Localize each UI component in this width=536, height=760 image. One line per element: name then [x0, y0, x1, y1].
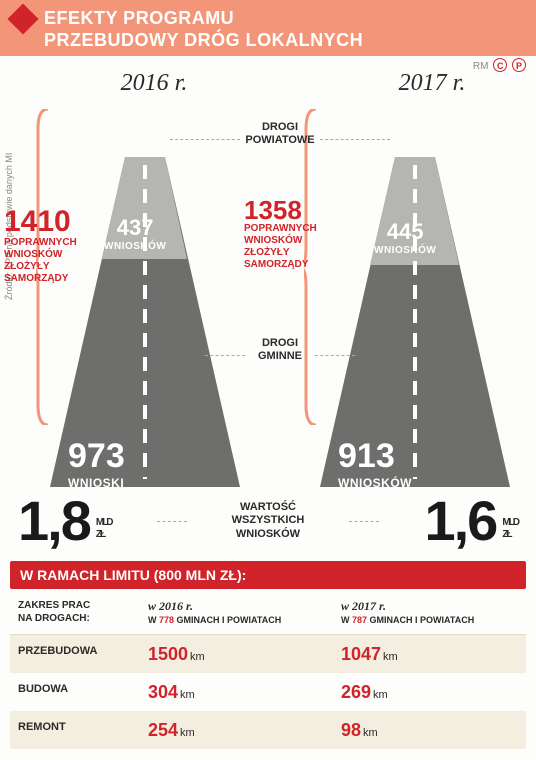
- limit-header: W RAMACH LIMITU (800 MLN ZŁ):: [10, 561, 526, 589]
- th-col1-sub: W 778 GMINACH I POWIATACH: [148, 615, 281, 625]
- value-2016: 1,8 MLD ZŁ: [18, 493, 112, 549]
- row-2-v2017: 98km: [333, 711, 526, 749]
- th-col2-year: w 2017 r.: [341, 599, 386, 613]
- th-col2-sub: W 787 GMINACH I POWIATACH: [341, 615, 474, 625]
- total-2017-lbl: POPRAWNYCH WNIOSKÓW ZŁOŻYŁY SAMORZĄDY: [244, 223, 317, 271]
- label-drogi-powiatowe: DROGI POWIATOWE: [240, 121, 320, 147]
- badge-rm: RM: [473, 61, 489, 72]
- th-col1-year: w 2016 r.: [148, 599, 193, 613]
- mountain-2017: 445 WNIOSKÓW 913 WNIOSKÓW: [320, 157, 510, 487]
- values-middle-label: WARTOŚĆ WSZYSTKICH WNIOSKÓW: [232, 501, 305, 541]
- value-2016-num: 1,8: [18, 493, 90, 549]
- total-2016-block: 1410 POPRAWNYCH WNIOSKÓW ZŁOŻYŁY SAMORZĄ…: [4, 207, 77, 285]
- year-2017: 2017 r.: [399, 70, 466, 97]
- powiatowe-2017-lbl: WNIOSKÓW: [374, 245, 436, 256]
- gminne-2016: 973 WNIOSKI: [68, 437, 125, 490]
- gminne-2017-num: 913: [338, 437, 412, 476]
- total-2017-num: 1358: [244, 197, 317, 223]
- header-title-line1: EFEKTY PROGRAMU: [44, 8, 522, 30]
- header-title-line2: PRZEBUDOWY DRÓG LOKALNYCH: [44, 30, 522, 52]
- mountain-2016: 437 WNIOSKÓW 973 WNIOSKI: [50, 157, 240, 487]
- header-title-wrap: EFEKTY PROGRAMU PRZEBUDOWY DRÓG LOKALNYC…: [44, 8, 522, 51]
- gminne-2016-num: 973: [68, 437, 125, 476]
- year-2016: 2016 r.: [121, 70, 188, 97]
- th-col2: w 2017 r. W 787 GMINACH I POWIATACH: [333, 591, 526, 635]
- th-col0: ZAKRES PRAC NA DROGACH:: [10, 591, 140, 635]
- powiatowe-2016-lbl: WNIOSKÓW: [104, 241, 166, 252]
- row-0-v2016: 1500km: [140, 635, 333, 673]
- total-2016-lbl: POPRAWNYCH WNIOSKÓW ZŁOŻYŁY SAMORZĄDY: [4, 237, 77, 285]
- unit-mld-2: MLD: [502, 517, 518, 528]
- infographic-page: EFEKTY PROGRAMU PRZEBUDOWY DRÓG LOKALNYC…: [0, 0, 536, 760]
- chart-area: 437 WNIOSKÓW 973 WNIOSKI 445 WNIOSKÓW 91…: [10, 97, 526, 487]
- powiatowe-2016-num: 437: [104, 215, 166, 241]
- gminne-2017-lbl: WNIOSKÓW: [338, 476, 412, 490]
- row-1-v2017: 269km: [333, 673, 526, 711]
- total-2016-num: 1410: [4, 207, 77, 237]
- value-2017: 1,6 MLD ZŁ: [424, 493, 518, 549]
- row-2-label: REMONT: [10, 711, 140, 749]
- unit-zl-2: ZŁ: [502, 529, 510, 540]
- connector-powiatowe-right: [320, 139, 390, 140]
- value-2017-num: 1,6: [424, 493, 496, 549]
- connector-value-right: [349, 521, 379, 522]
- value-2016-unit: MLD ZŁ: [96, 517, 112, 541]
- th-col1: w 2016 r. W 778 GMINACH I POWIATACH: [140, 591, 333, 635]
- limit-table: ZAKRES PRAC NA DROGACH: w 2016 r. W 778 …: [10, 591, 526, 749]
- gminne-2017: 913 WNIOSKÓW: [338, 437, 412, 490]
- header-accent-square: [7, 3, 38, 34]
- top-badges: RM C P: [473, 58, 526, 72]
- value-2017-unit: MLD ZŁ: [502, 517, 518, 541]
- connector-gminne-left: [205, 355, 245, 356]
- row-0-label: PRZEBUDOWA: [10, 635, 140, 673]
- powiatowe-2017: 445 WNIOSKÓW: [374, 219, 436, 256]
- unit-mld-1: MLD: [96, 517, 112, 528]
- connector-value-left: [157, 521, 187, 522]
- total-2017-block: 1358 POPRAWNYCH WNIOSKÓW ZŁOŻYŁY SAMORZĄ…: [244, 197, 317, 271]
- row-0-v2017: 1047km: [333, 635, 526, 673]
- values-row: 1,8 MLD ZŁ WARTOŚĆ WSZYSTKICH WNIOSKÓW 1…: [0, 487, 536, 559]
- badge-c: C: [493, 58, 507, 72]
- powiatowe-2017-num: 445: [374, 219, 436, 245]
- connector-powiatowe-left: [170, 139, 240, 140]
- row-1-label: BUDOWA: [10, 673, 140, 711]
- powiatowe-2016: 437 WNIOSKÓW: [104, 215, 166, 252]
- row-2-v2016: 254km: [140, 711, 333, 749]
- unit-zl-1: ZŁ: [96, 529, 104, 540]
- gminne-2016-lbl: WNIOSKI: [68, 476, 125, 490]
- header-bar: EFEKTY PROGRAMU PRZEBUDOWY DRÓG LOKALNYC…: [0, 0, 536, 56]
- connector-gminne-right: [315, 355, 355, 356]
- row-1-v2016: 304km: [140, 673, 333, 711]
- years-row: 2016 r. 2017 r.: [0, 56, 536, 97]
- label-drogi-gminne: DROGI GMINNE: [245, 337, 315, 363]
- badge-p: P: [512, 58, 526, 72]
